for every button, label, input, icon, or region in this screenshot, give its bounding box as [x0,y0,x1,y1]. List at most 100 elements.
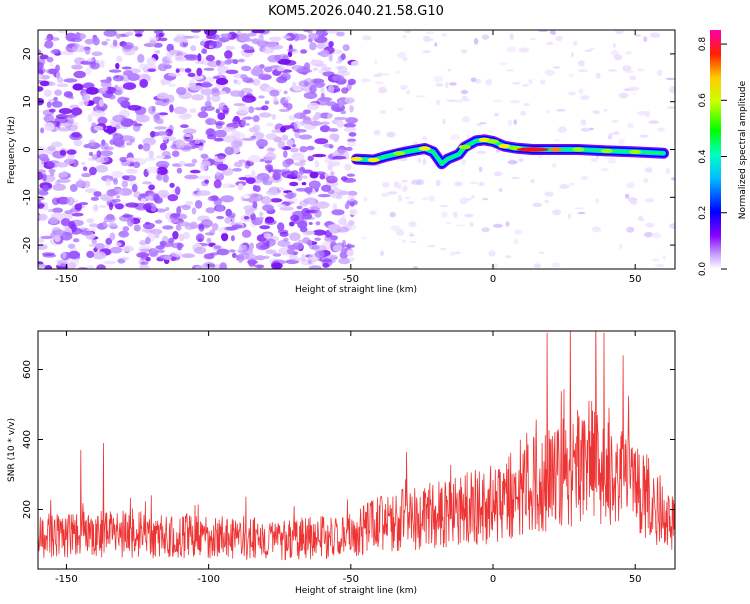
noise-blob [461,49,468,53]
noise-blob [362,237,366,240]
noise-blob [154,126,167,129]
signal-peak [487,139,499,143]
noise-blob [287,248,295,254]
y-tick-label: 10 [22,95,33,108]
noise-blob [307,240,312,246]
noise-blob [71,65,83,70]
noise-blob [409,241,417,243]
noise-blob [231,140,243,148]
noise-blob [578,88,583,94]
noise-blob [442,119,445,125]
noise-blob [259,64,264,69]
noise-blob [35,172,43,180]
snr-y-label: SNR (10 * v/v) [7,418,17,482]
noise-blob [54,117,67,124]
noise-blob [181,253,195,258]
noise-blob [122,245,134,252]
noise-blob [241,66,251,71]
noise-blob [104,157,109,161]
noise-blob [86,251,94,258]
noise-blob [350,224,357,230]
noise-blob [593,110,600,114]
noise-blob [263,233,271,238]
noise-blob [618,139,624,146]
noise-blob [282,160,291,168]
noise-blob [450,252,456,256]
noise-blob [185,134,191,137]
noise-blob [313,68,318,71]
noise-blob [278,141,286,149]
noise-blob [154,230,160,239]
noise-blob [345,203,349,209]
noise-blob [155,50,160,54]
noise-blob [436,180,441,187]
noise-blob [285,96,292,100]
noise-blob [470,182,479,184]
noise-blob [287,49,297,52]
noise-blob [53,184,66,191]
noise-blob [302,182,307,185]
noise-blob [238,160,246,163]
noise-blob [464,214,473,218]
noise-blob [349,257,355,262]
noise-blob [394,71,400,74]
noise-blob [159,33,164,38]
noise-blob [99,99,104,106]
noise-blob [402,185,408,192]
noise-blob [293,162,305,166]
noise-blob [238,59,245,63]
noise-blob [160,241,167,246]
noise-blob [523,103,530,106]
noise-blob [303,176,308,179]
noise-blob [633,93,636,95]
noise-blob [506,69,515,71]
noise-blob [155,220,163,224]
noise-blob [613,43,616,48]
noise-blob [259,112,272,117]
noise-blob [609,133,620,135]
noise-blob [476,151,487,154]
noise-blob [238,183,244,190]
x-tick-label: 0 [490,274,496,285]
noise-blob [204,253,215,259]
noise-blob [645,198,654,202]
noise-blob [207,135,216,140]
noise-blob [529,79,533,84]
noise-blob [315,112,321,120]
noise-blob [657,70,663,77]
noise-blob [320,87,324,93]
noise-blob [207,238,212,243]
noise-blob [130,139,135,143]
noise-blob [71,107,82,115]
noise-blob [556,109,566,112]
noise-blob [532,203,542,207]
noise-blob [122,175,130,179]
noise-blob [320,50,330,58]
noise-blob [479,167,483,172]
noise-blob [514,119,517,125]
noise-blob [206,264,215,268]
noise-blob [282,35,290,39]
noise-blob [347,174,355,177]
noise-blob [130,162,134,166]
noise-blob [619,93,628,99]
noise-blob [198,176,211,180]
noise-blob [287,192,294,199]
noise-blob [409,234,414,236]
noise-blob [624,70,634,73]
noise-blob [233,59,239,64]
signal-peak [419,146,431,150]
noise-blob [520,111,527,116]
noise-blob [426,31,434,34]
noise-blob [494,172,503,177]
noise-blob [56,162,69,167]
noise-blob [40,127,44,133]
noise-blob [341,53,346,60]
noise-blob [315,160,319,168]
noise-blob [125,202,138,207]
noise-blob [242,95,256,103]
noise-blob [173,107,187,115]
noise-blob [306,146,314,151]
noise-blob [53,97,58,101]
noise-blob [34,146,45,155]
